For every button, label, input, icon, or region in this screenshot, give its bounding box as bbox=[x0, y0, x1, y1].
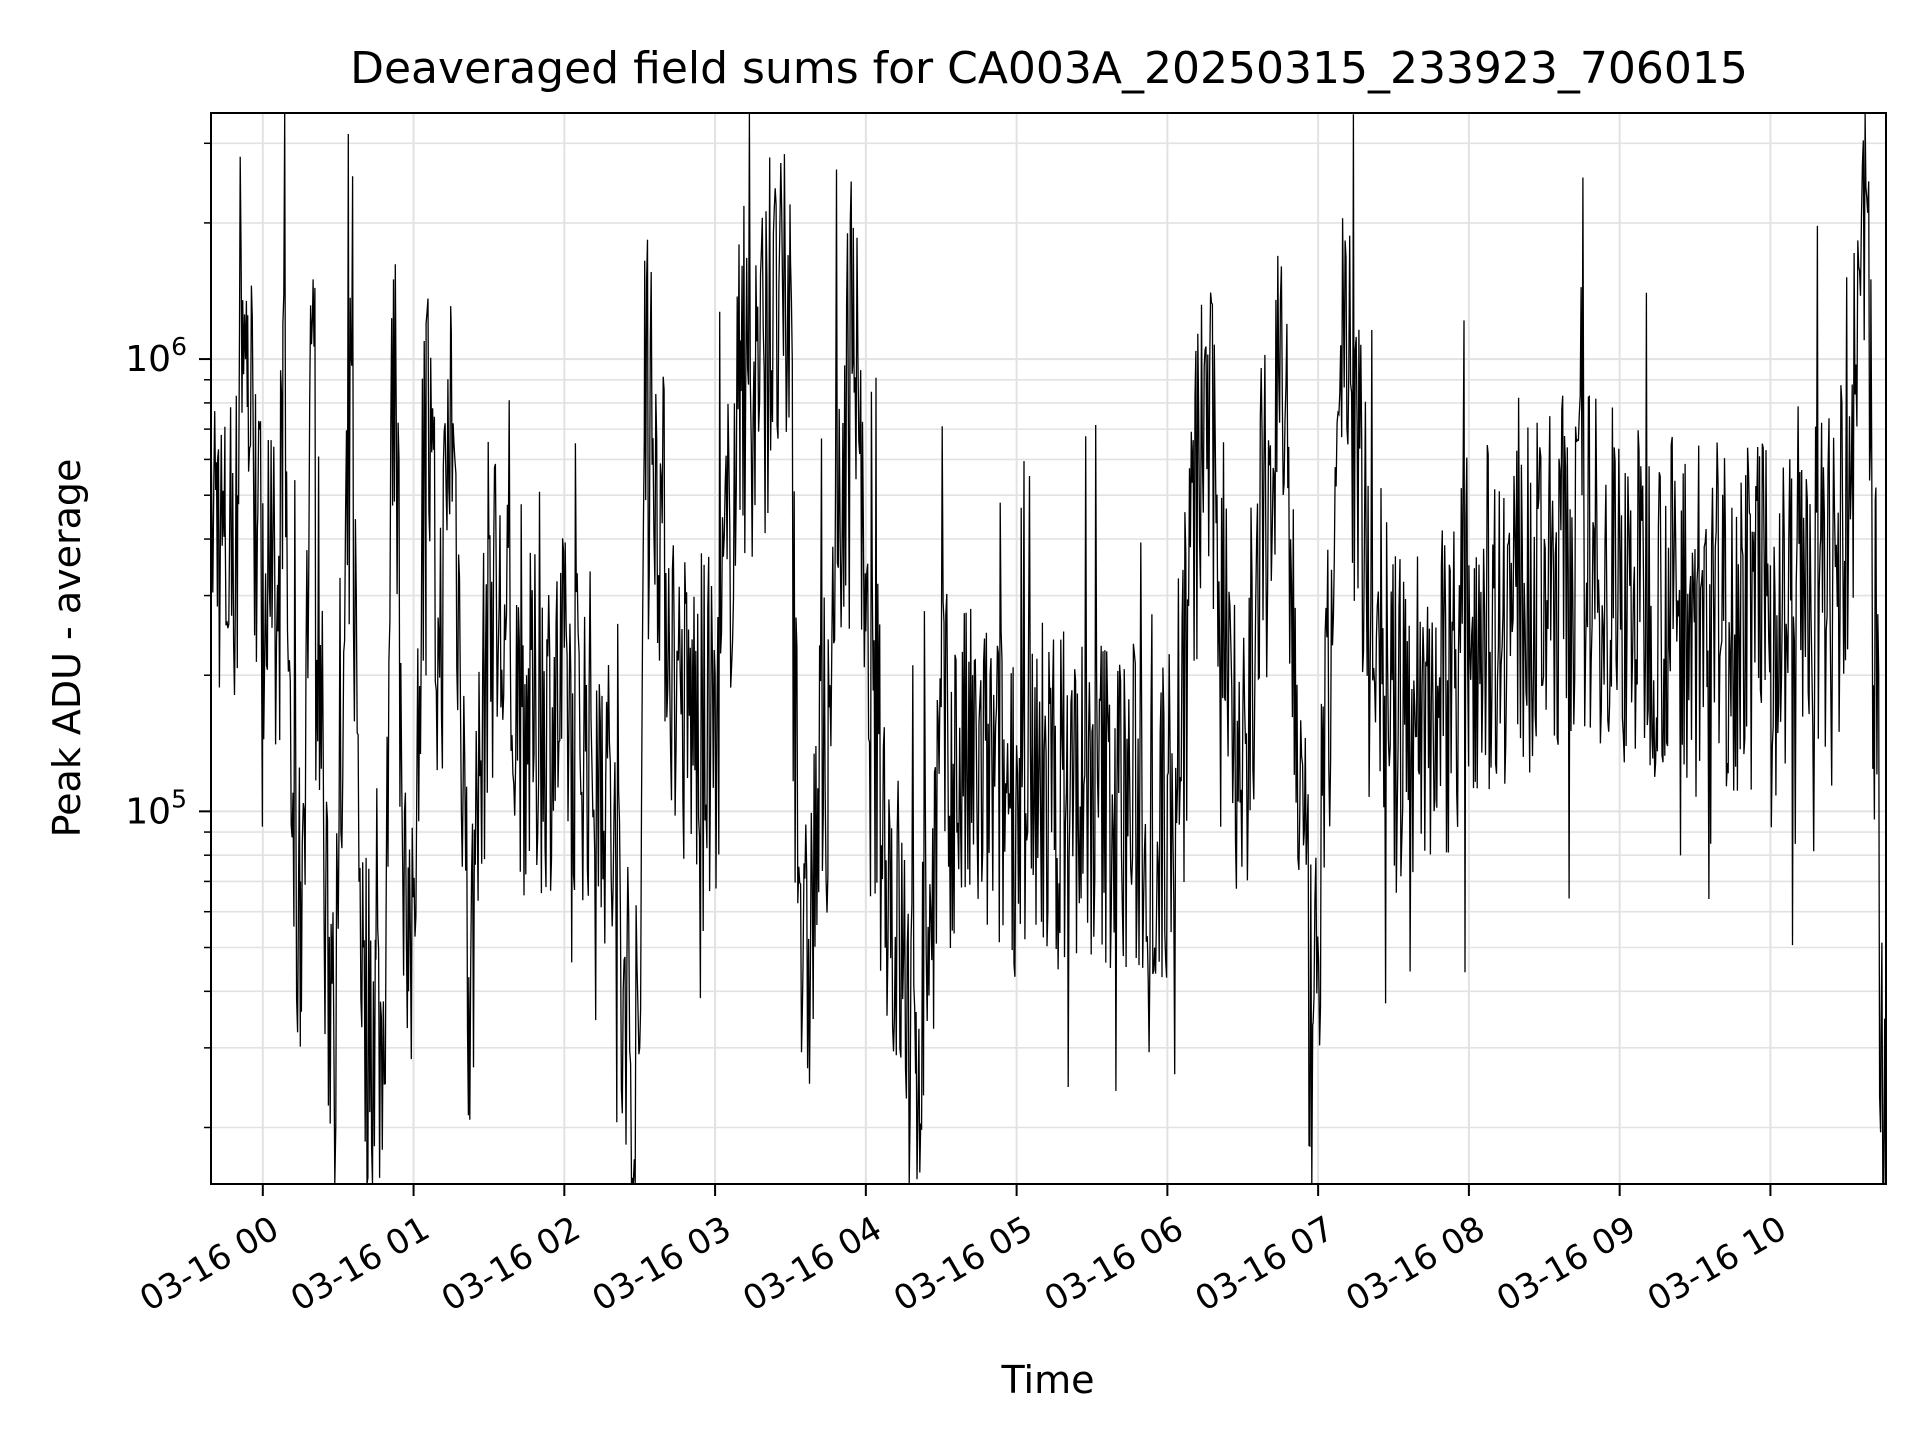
series-layer bbox=[210, 112, 1887, 1185]
y-tick-exponent: 6 bbox=[171, 332, 187, 361]
x-axis-label: Time bbox=[1001, 1358, 1095, 1402]
y-tick-base: 10 bbox=[125, 791, 171, 832]
chart-title: Deaveraged field sums for CA003A_2025031… bbox=[350, 43, 1748, 94]
plot-frame bbox=[210, 112, 1887, 1185]
y-tick-exponent: 5 bbox=[171, 784, 187, 813]
y-tick-label: 106 bbox=[125, 332, 187, 380]
series-line bbox=[210, 112, 1887, 1185]
y-tick-base: 10 bbox=[125, 339, 171, 380]
y-tick-label: 105 bbox=[125, 784, 187, 832]
y-axis-label: Peak ADU - average bbox=[45, 459, 89, 838]
